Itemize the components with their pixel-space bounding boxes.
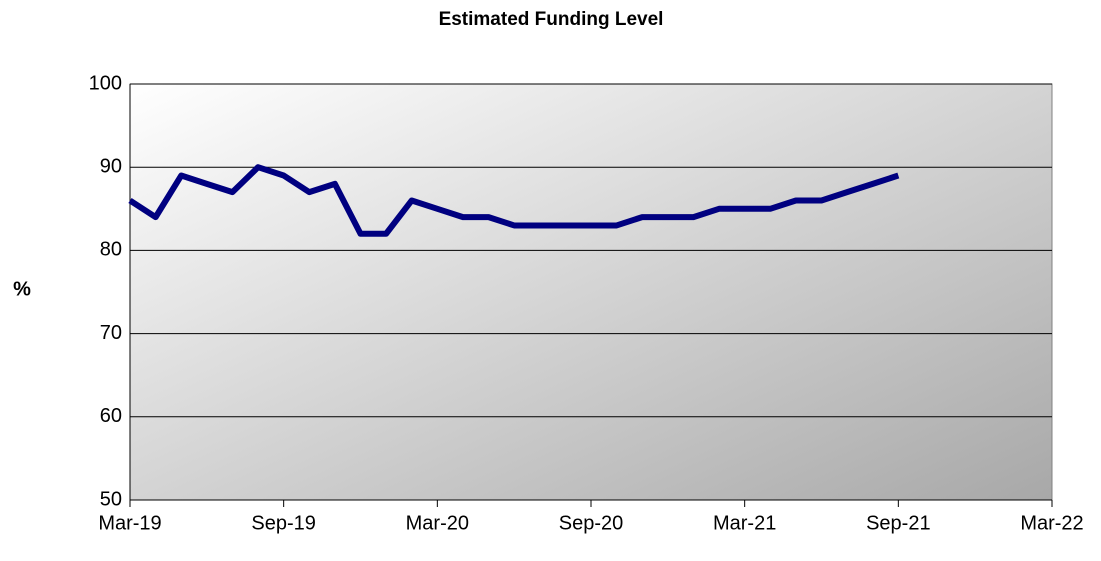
plot-area [129, 83, 1053, 501]
y-axis-label: % [13, 278, 31, 300]
x-tick-label: Mar-19 [98, 512, 161, 534]
y-tick-label: 60 [100, 405, 122, 427]
y-tick-label: 50 [100, 488, 122, 510]
x-tick-label: Mar-22 [1020, 512, 1083, 534]
x-tick-label: Sep-21 [866, 512, 931, 534]
line-series [128, 164, 900, 237]
x-tick-label: Mar-21 [713, 512, 776, 534]
x-tick-label: Sep-19 [251, 512, 316, 534]
x-tick-label: Mar-20 [406, 512, 469, 534]
y-tick-label: 70 [100, 322, 122, 344]
y-tick-label: 90 [100, 155, 122, 177]
x-tick-label: Sep-20 [559, 512, 624, 534]
y-tick-label: 80 [100, 239, 122, 261]
y-tick-label: 100 [89, 72, 122, 94]
chart-title: Estimated Funding Level [439, 9, 664, 30]
